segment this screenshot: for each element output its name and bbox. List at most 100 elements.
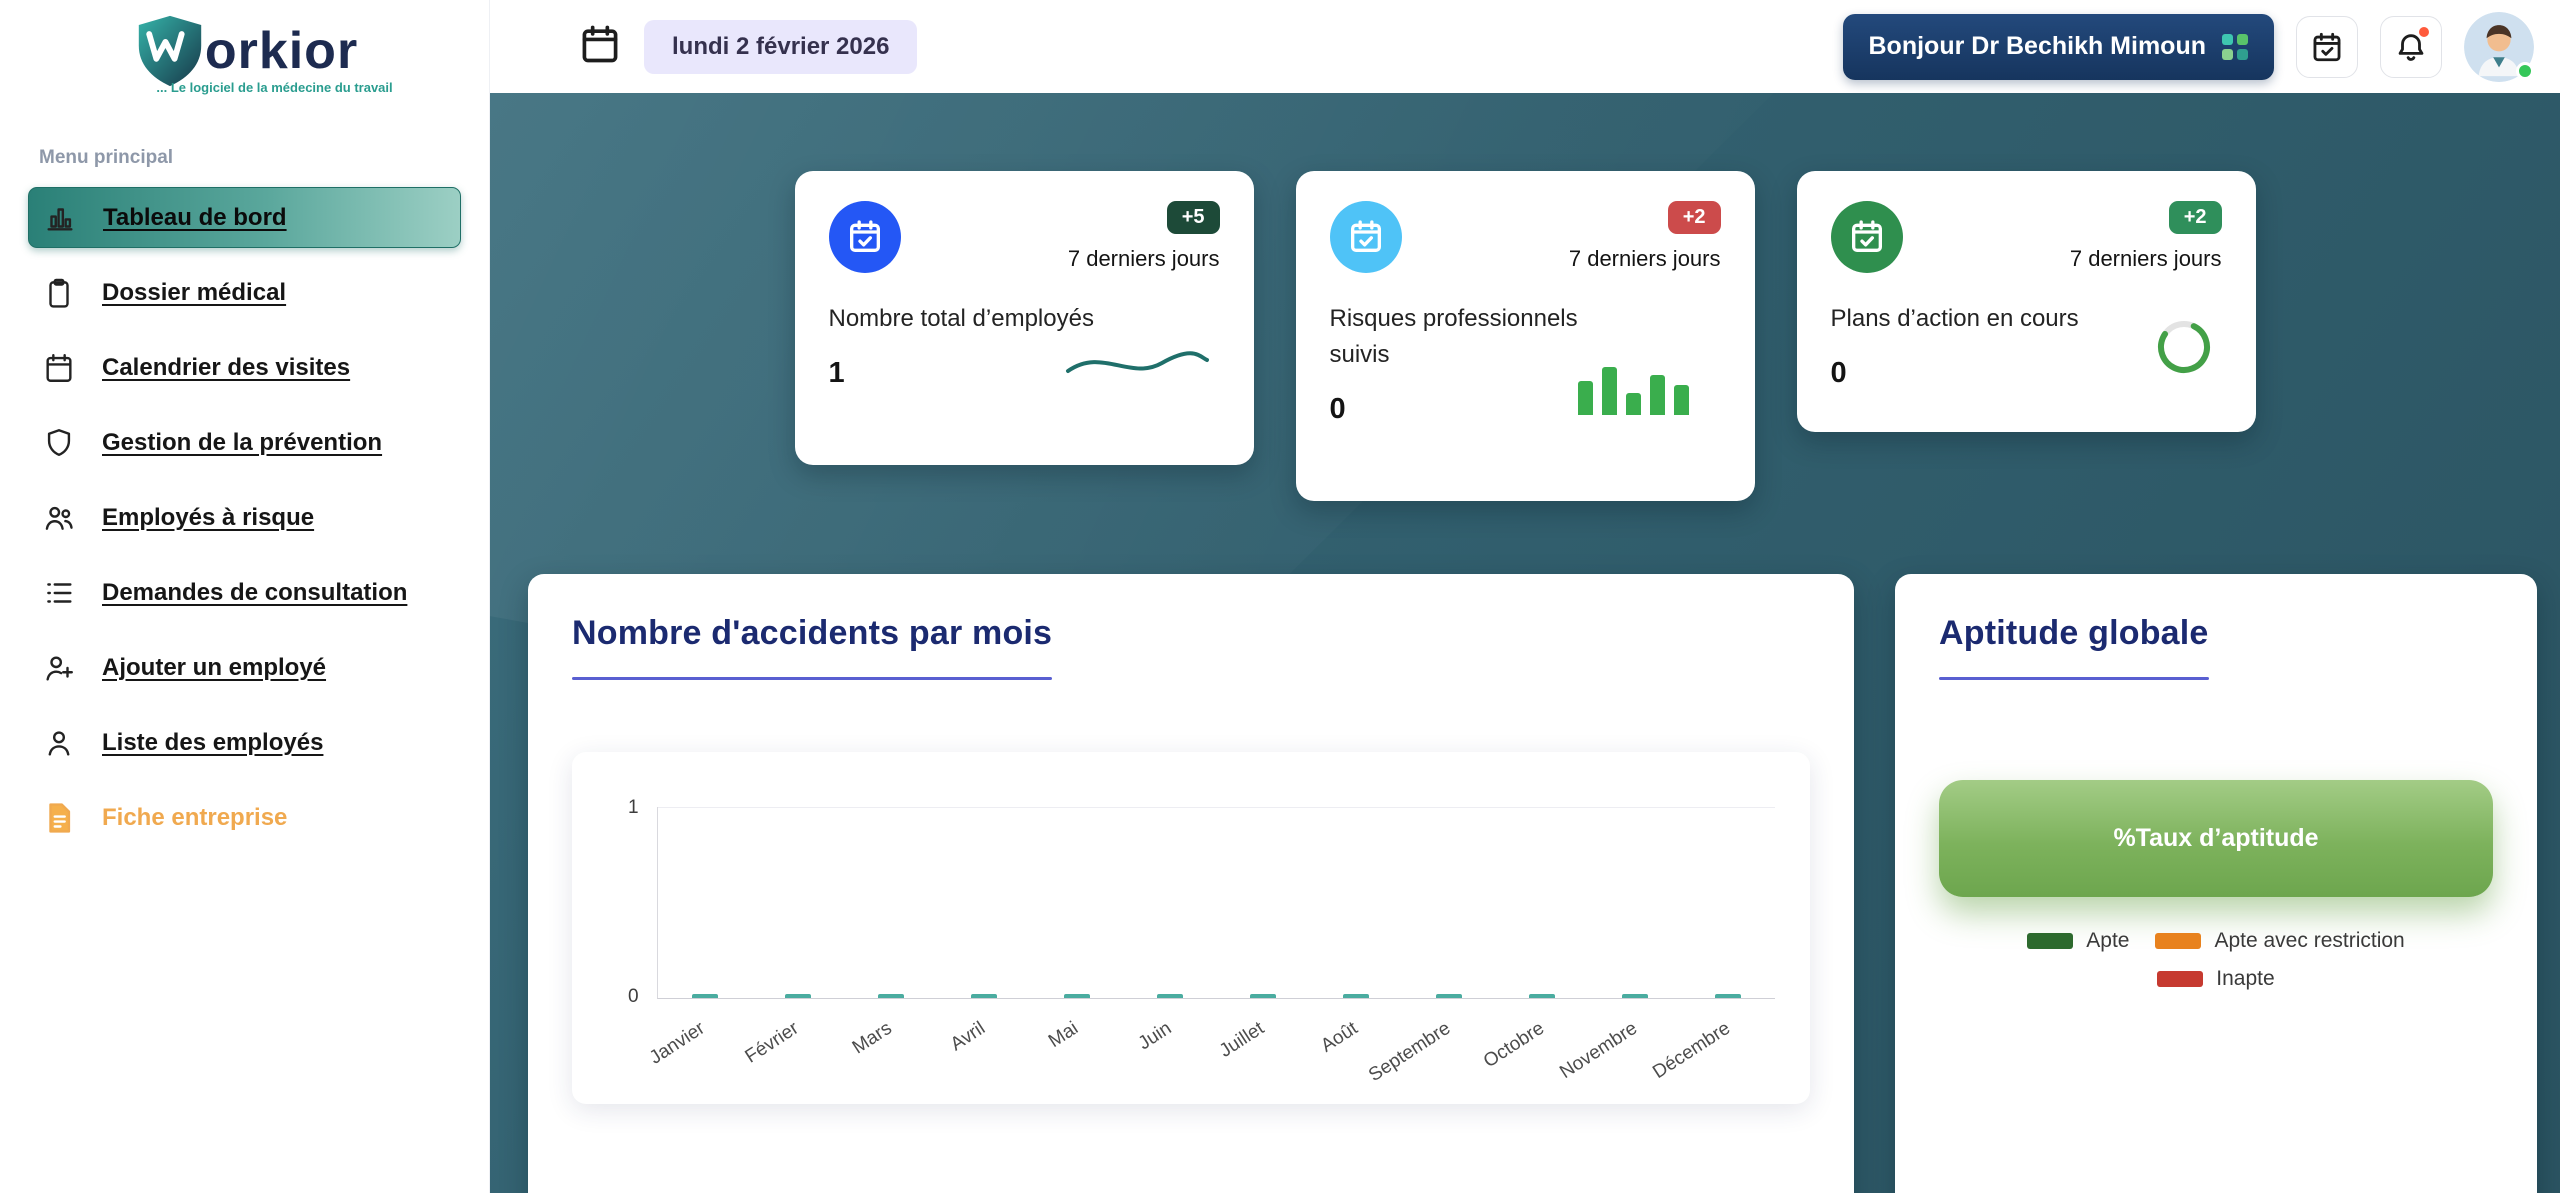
y-axis-tick: 1	[628, 797, 639, 818]
x-axis-label: Avril	[946, 1017, 989, 1056]
topbar: lundi 2 février 2026 Bonjour Dr Bechikh …	[490, 0, 2560, 93]
notification-badge	[2417, 24, 2431, 39]
online-status-dot	[2516, 61, 2534, 80]
legend-label: Apte	[2086, 929, 2130, 952]
sidebar-item-label: Tableau de bord	[103, 203, 287, 231]
dashboard-icon	[43, 201, 77, 235]
x-axis-label: Août	[1317, 1017, 1362, 1057]
stat-badge: +5	[1166, 201, 1220, 234]
aptitude-legend: Apte Apte avec restriction Inapte	[1939, 929, 2493, 991]
bars-row	[658, 807, 1775, 998]
stat-period: 7 derniers jours	[1568, 246, 1721, 271]
charts-row: Nombre d'accidents par mois 1 0	[490, 501, 2560, 1193]
sidebar-item-label: Liste des employés	[102, 728, 324, 756]
legend-item-apte: Apte	[2027, 929, 2129, 953]
sidebar-item-demandes-consultation[interactable]: Demandes de consultation	[28, 562, 461, 623]
user-plus-icon	[42, 651, 76, 685]
aptitude-card: Aptitude globale %Taux d’aptitude Apte A…	[1895, 574, 2537, 1193]
users-icon	[42, 501, 76, 535]
x-axis-label: Mai	[1044, 1017, 1082, 1053]
apps-icon	[2222, 33, 2248, 60]
legend-label: Apte avec restriction	[2214, 929, 2405, 952]
sidebar-item-label: Demandes de consultation	[102, 578, 408, 606]
bar-fevrier	[784, 994, 811, 998]
x-axis-label: Mars	[848, 1017, 896, 1059]
bar-juillet	[1250, 994, 1276, 998]
sidebar-item-employes-risque[interactable]: Employés à risque	[28, 487, 461, 548]
brand-logo: orkior ... Le logiciel de la médecine du…	[0, 0, 489, 95]
sparkline-icon	[1065, 351, 1209, 373]
sidebar-item-ajouter-employe[interactable]: Ajouter un employé	[28, 637, 461, 698]
stat-badge: +2	[2168, 201, 2222, 234]
sidebar-item-label: Fiche entreprise	[102, 803, 288, 831]
legend-item-apte-restriction: Apte avec restriction	[2155, 929, 2405, 953]
y-axis-tick: 0	[628, 986, 639, 1007]
sparkbars-icon	[1577, 363, 1689, 415]
stat-period: 7 derniers jours	[1067, 246, 1220, 271]
calendar-icon	[42, 351, 76, 385]
stat-value: 0	[1830, 357, 1847, 389]
calendar-check-icon	[2313, 32, 2341, 61]
legend-label: Inapte	[2216, 967, 2275, 990]
legend-swatch	[2157, 971, 2204, 987]
x-axis-labels: Janvier Février Mars Avril Mai Juin Juil…	[646, 1006, 1775, 1086]
stat-value: 1	[828, 357, 845, 389]
notifications-button[interactable]	[2380, 15, 2442, 78]
title-underline	[572, 677, 1052, 680]
x-axis-label: Janvier	[646, 1017, 710, 1069]
shield-icon	[42, 426, 76, 460]
accidents-chart-title: Nombre d'accidents par mois	[572, 614, 1053, 652]
current-date-chip[interactable]: lundi 2 février 2026	[644, 19, 918, 74]
stat-card-risques: +2 7 derniers jours Risques professionne…	[1295, 171, 1755, 501]
taux-aptitude-button[interactable]: %Taux d’aptitude	[1939, 780, 2493, 897]
legend-item-inapte: Inapte	[2157, 967, 2275, 991]
gridline	[658, 807, 1775, 808]
stat-value: 0	[1329, 393, 1346, 425]
bell-icon	[2398, 33, 2424, 61]
calendar-outline-icon	[578, 22, 622, 71]
stats-row: +5 7 derniers jours Nombre total d’emplo…	[490, 171, 2560, 501]
stat-title: Nombre total d’employés	[828, 305, 1094, 332]
stat-card-employes: +5 7 derniers jours Nombre total d’emplo…	[794, 171, 1254, 465]
sidebar-item-fiche-entreprise[interactable]: Fiche entreprise	[28, 787, 461, 848]
sidebar-item-liste-employes[interactable]: Liste des employés	[28, 712, 461, 773]
sidebar-item-label: Ajouter un employé	[102, 653, 327, 681]
x-axis-label: Février	[741, 1017, 803, 1068]
sidebar-item-label: Gestion de la prévention	[102, 428, 383, 456]
user-avatar[interactable]	[2464, 11, 2534, 82]
calendar-badge-icon	[1830, 201, 1903, 273]
accidents-bar-chart: 1 0	[572, 752, 1810, 1104]
calendar-check-button[interactable]	[2296, 15, 2358, 78]
main-nav: Tableau de bord Dossier médical Calendri…	[0, 187, 489, 848]
bar-novembre	[1622, 994, 1649, 998]
brand-tagline: ... Le logiciel de la médecine du travai…	[156, 80, 393, 95]
stat-period: 7 derniers jours	[2069, 246, 2222, 271]
plot-area: 1 0	[628, 797, 1775, 1007]
x-axis-label: Juin	[1134, 1017, 1175, 1055]
sidebar-item-label: Calendrier des visites	[102, 353, 351, 381]
shield-logo-icon	[138, 15, 202, 87]
brand-wordmark: orkior	[204, 22, 359, 80]
legend-swatch	[2027, 933, 2074, 949]
sidebar-item-gestion-prevention[interactable]: Gestion de la prévention	[28, 412, 461, 473]
dashboard-content: +5 7 derniers jours Nombre total d’emplo…	[490, 93, 2560, 1193]
document-icon	[42, 801, 76, 835]
sidebar-item-dossier-medical[interactable]: Dossier médical	[28, 262, 461, 323]
bar-juin	[1156, 994, 1183, 998]
stat-title: Plans d’action en cours	[1830, 305, 2079, 332]
greeting-button[interactable]: Bonjour Dr Bechikh Mimoun	[1842, 13, 2274, 80]
bar-decembre	[1715, 994, 1742, 998]
calendar-badge-icon	[828, 201, 901, 273]
bar-avril	[970, 994, 997, 998]
stat-card-plans-action: +2 7 derniers jours Plans d’action en co…	[1796, 171, 2256, 432]
bar-janvier	[691, 994, 718, 998]
menu-section-label: Menu principal	[39, 147, 174, 168]
sidebar: orkior ... Le logiciel de la médecine du…	[0, 0, 490, 1193]
list-icon	[42, 576, 76, 610]
aptitude-title: Aptitude globale	[1939, 614, 2209, 652]
sidebar-item-calendrier-visites[interactable]: Calendrier des visites	[28, 337, 461, 398]
sidebar-item-label: Employés à risque	[102, 503, 315, 531]
bar-octobre	[1529, 994, 1556, 998]
sidebar-item-tableau-de-bord[interactable]: Tableau de bord	[28, 187, 461, 248]
bar-aout	[1343, 994, 1370, 998]
